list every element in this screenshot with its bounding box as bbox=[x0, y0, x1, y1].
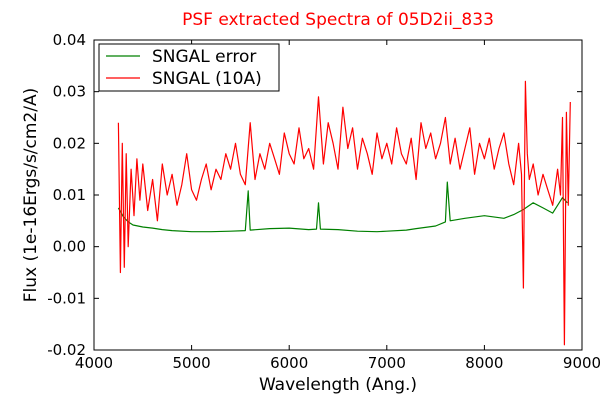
y-axis: -0.02 -0.01 0.00 0.01 0.02 0.03 0.04 bbox=[47, 31, 582, 359]
chart-title: PSF extracted Spectra of 05D2ii_833 bbox=[182, 10, 494, 30]
legend-label-error: SNGAL error bbox=[152, 47, 256, 67]
x-tick-label: 5000 bbox=[173, 354, 211, 372]
series-layer bbox=[117, 80, 571, 346]
x-axis-label: Wavelength (Ang.) bbox=[259, 375, 417, 395]
x-axis: 4000 5000 6000 7000 8000 9000 bbox=[75, 40, 600, 372]
x-tick-label: 9000 bbox=[563, 354, 600, 372]
x-tick-label: 8000 bbox=[465, 354, 503, 372]
y-axis-label: Flux (1e-16Ergs/s/cm2/A) bbox=[21, 88, 41, 303]
legend-label-sngal: SNGAL (10A) bbox=[152, 69, 262, 89]
legend-box bbox=[98, 43, 280, 92]
y-tick-label: -0.01 bbox=[47, 289, 86, 307]
x-tick-label: 4000 bbox=[75, 354, 113, 372]
y-tick-label: 0.01 bbox=[53, 186, 86, 204]
x-tick-label: 7000 bbox=[368, 354, 406, 372]
y-tick-label: 0.00 bbox=[53, 238, 86, 256]
y-tick-label: 0.03 bbox=[53, 83, 86, 101]
y-tick-label: 0.04 bbox=[53, 31, 86, 49]
series-line-1 bbox=[117, 80, 571, 346]
y-tick-label: -0.02 bbox=[47, 341, 86, 359]
x-tick-label: 6000 bbox=[270, 354, 308, 372]
series-line-0 bbox=[117, 181, 568, 233]
y-tick-label: 0.02 bbox=[53, 134, 86, 152]
legend: SNGAL error SNGAL (10A) bbox=[98, 43, 280, 92]
